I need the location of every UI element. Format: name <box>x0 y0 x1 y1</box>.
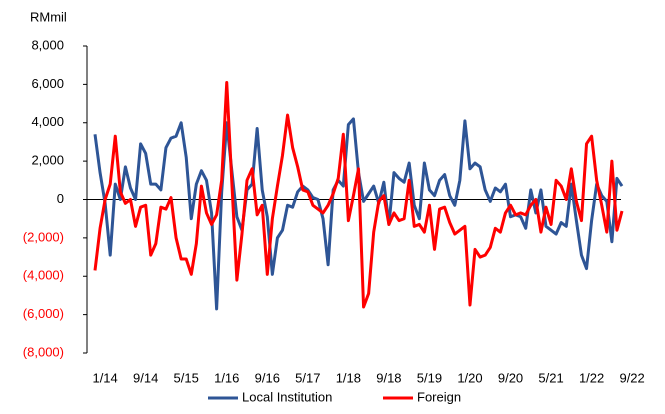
y-tick-label: 4,000 <box>31 114 64 129</box>
series-line <box>93 80 624 309</box>
legend-label: Local Institution <box>242 389 332 404</box>
x-tick-label: 1/20 <box>457 370 482 385</box>
legend-label: Foreign <box>417 389 461 404</box>
x-tick-label: 5/21 <box>538 370 563 385</box>
x-tick-label: 9/18 <box>376 370 401 385</box>
x-tick-label: 9/22 <box>619 370 644 385</box>
y-axis-label: RMmil <box>30 9 67 24</box>
x-tick-label: 1/18 <box>336 370 361 385</box>
x-tick-label: 5/19 <box>417 370 442 385</box>
y-tick-label: 6,000 <box>31 76 64 91</box>
y-tick-label: (2,000) <box>23 229 64 244</box>
x-tick-label: 5/17 <box>295 370 320 385</box>
y-tick-label: (4,000) <box>23 268 64 283</box>
x-tick-label: 9/16 <box>255 370 280 385</box>
y-tick-label: 0 <box>57 191 64 206</box>
x-tick-label: 9/20 <box>498 370 523 385</box>
x-tick-label: 5/15 <box>174 370 199 385</box>
y-tick-label: (6,000) <box>23 306 64 321</box>
x-tick-label: 1/14 <box>92 370 117 385</box>
x-tick-label: 9/14 <box>133 370 158 385</box>
x-tick-label: 1/22 <box>579 370 604 385</box>
y-tick-label: 8,000 <box>31 37 64 52</box>
x-tick-label: 1/16 <box>214 370 239 385</box>
y-tick-label: 2,000 <box>31 153 64 168</box>
y-tick-label: (8,000) <box>23 344 64 359</box>
